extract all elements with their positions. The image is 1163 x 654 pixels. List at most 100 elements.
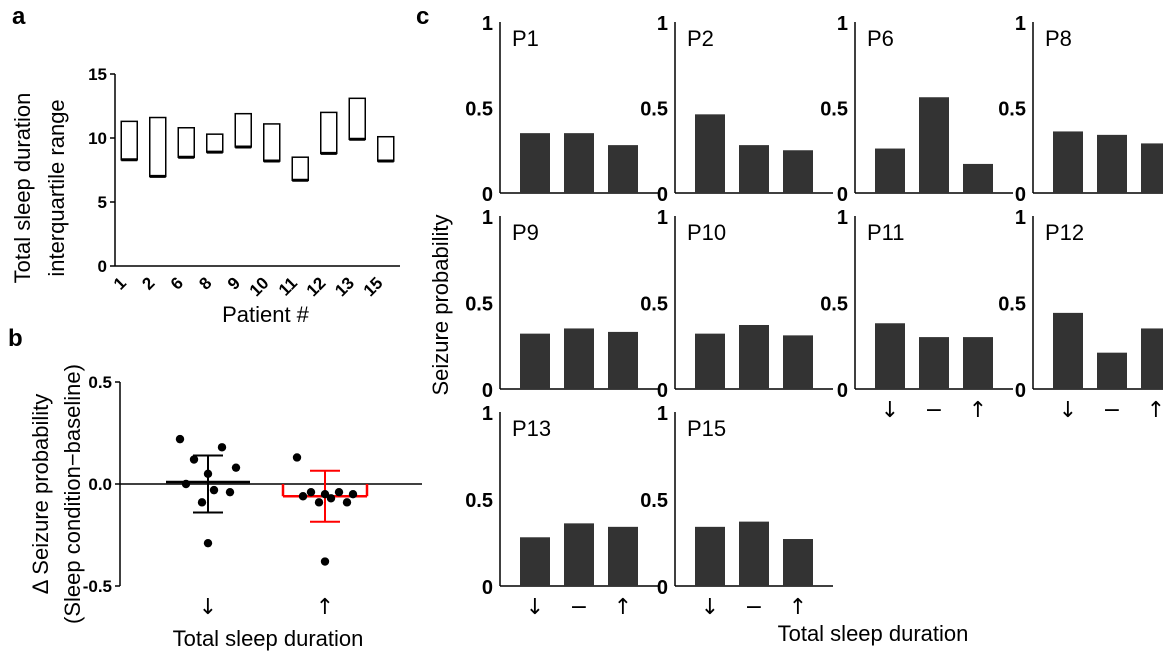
panel-b-chart: -0.5 0.0 0.5 ↓ ↑ Total sleep duration Δ Seizur…	[28, 364, 422, 651]
subplot-title: P11	[867, 220, 905, 245]
y-tick-label: 0.5	[640, 490, 668, 512]
data-point	[231, 463, 241, 472]
subplot-p15: 0 0.5 1 P15 ↓ − ↑	[640, 403, 833, 620]
bar	[1053, 312, 1083, 389]
bar	[564, 523, 594, 586]
y-tick-label: 0	[657, 184, 668, 206]
iqr-box	[377, 135, 395, 162]
y-tick-label: 1	[1015, 207, 1026, 229]
x-tick-label: ↑	[614, 595, 632, 620]
bar	[695, 114, 725, 193]
y-tick-label: -0.5	[83, 577, 112, 596]
bar	[1141, 328, 1163, 389]
bar	[1097, 352, 1127, 389]
y-tick-label: 0.5	[88, 373, 112, 392]
y-tick-label: 0	[482, 380, 493, 402]
bar	[520, 133, 550, 193]
subplot-p9: 0 0.5 1 P9	[465, 207, 658, 402]
bar	[1097, 134, 1127, 193]
y-tick-label: 5	[98, 193, 107, 212]
y-tick-label: 1	[482, 403, 493, 425]
y-tick-label: 0.5	[465, 99, 493, 121]
data-point	[181, 479, 191, 489]
subplot-p1: 0 0.5 1 P1	[465, 13, 658, 206]
y-tick-label: 1	[657, 13, 668, 35]
y-tick-label: 0.5	[820, 294, 848, 316]
subplot-p11: 0 0.5 1 P11 ↓ − ↑	[820, 207, 1013, 423]
data-point	[225, 487, 235, 497]
y-axis-label: Seizure probability	[428, 215, 453, 396]
subplot-title: P10	[687, 220, 726, 245]
x-tick-label: ↓	[526, 595, 544, 620]
subplot-p13: 0 0.5 1 P13 ↓ − ↑	[465, 403, 658, 620]
y-tick-label: 0	[657, 577, 668, 599]
bar	[608, 526, 638, 586]
y-axis-label: Total sleep duration	[10, 93, 35, 284]
x-tick-label: ↓	[199, 595, 217, 620]
data-point	[197, 498, 207, 507]
subplot-p6: 0 0.5 1 P6	[820, 13, 1013, 206]
bar	[875, 323, 905, 389]
data-point	[292, 453, 302, 462]
x-tick-label: −	[925, 398, 943, 423]
x-axis-label: Patient #	[222, 302, 310, 327]
x-tick-label: ↓	[1059, 398, 1077, 423]
bar	[520, 333, 550, 389]
x-tick-label: 6	[167, 273, 187, 293]
y-axis-label: interquartile range	[44, 99, 69, 276]
x-tick-label: −	[570, 595, 588, 620]
y-tick-label: 0	[482, 184, 493, 206]
data-point	[326, 494, 336, 503]
y-tick-label: 1	[657, 207, 668, 229]
iqr-box	[120, 120, 138, 161]
x-tick-label: −	[1103, 398, 1121, 423]
x-tick-label: ↓	[881, 398, 899, 423]
data-point	[342, 498, 352, 507]
y-tick-label: 0	[1015, 184, 1026, 206]
x-tick-label: 13	[331, 273, 358, 300]
x-tick-label: 12	[303, 273, 330, 300]
bar	[783, 335, 813, 389]
y-tick-label: 0	[837, 380, 848, 402]
y-tick-label: 0.5	[465, 490, 493, 512]
iqr-box	[291, 156, 309, 181]
bar	[520, 537, 550, 586]
panel-label-a: a	[12, 3, 26, 30]
panel-c-chart: 00.51P100.51P200.51P600.51P800.51P900.51…	[428, 13, 1163, 646]
x-tick-label: ↑	[1147, 398, 1163, 423]
data-point	[175, 434, 185, 444]
y-tick-label: 0.0	[88, 475, 112, 494]
bar	[783, 539, 813, 586]
y-tick-label: 1	[837, 13, 848, 35]
iqr-box	[234, 112, 252, 148]
data-point	[298, 492, 308, 501]
data-point	[203, 538, 213, 548]
subplot-title: P6	[867, 26, 894, 51]
y-axis-label: (Sleep condition−baseline)	[60, 364, 85, 624]
y-tick-label: 1	[837, 207, 848, 229]
data-point	[189, 455, 199, 464]
subplot-p12: 0 0.5 1 P12 ↓ − ↑	[998, 207, 1163, 423]
bar	[739, 324, 769, 389]
data-point	[320, 557, 330, 566]
x-tick-label: ↓	[701, 595, 719, 620]
bar	[608, 331, 638, 389]
subplot-p8: 0 0.5 1 P8	[998, 13, 1163, 206]
y-tick-label: 0.5	[998, 294, 1026, 316]
subplot-p2: 0 0.5 1 P2	[640, 13, 833, 206]
y-tick-label: 0.5	[640, 294, 668, 316]
bar	[783, 150, 813, 193]
data-point	[320, 490, 330, 499]
y-tick-label: 1	[482, 207, 493, 229]
panel-label-c: c	[416, 3, 429, 30]
iqr-box	[206, 133, 224, 153]
bar	[1053, 131, 1083, 193]
x-tick-label: 8	[195, 273, 215, 293]
bar	[875, 148, 905, 193]
x-tick-label: 2	[138, 273, 158, 293]
iqr-box	[149, 116, 167, 178]
y-tick-label: 0	[657, 380, 668, 402]
y-tick-label: 0.5	[998, 99, 1026, 121]
subplot-title: P8	[1045, 26, 1072, 51]
